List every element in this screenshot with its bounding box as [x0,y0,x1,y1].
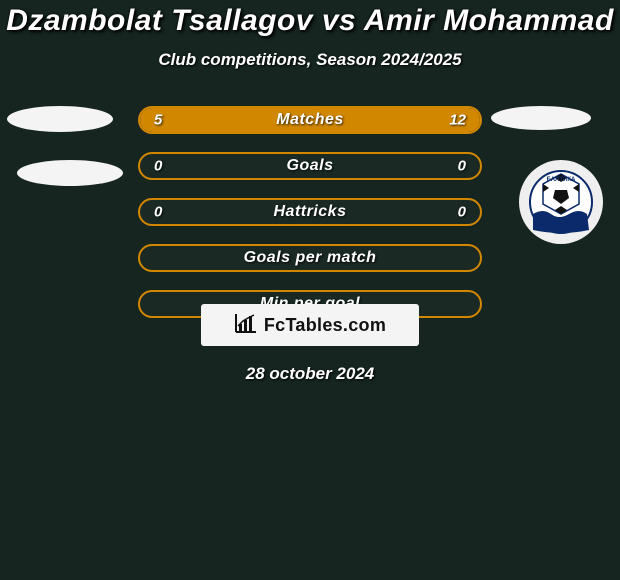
svg-text:БАЛТИКА: БАЛТИКА [547,177,576,183]
stat-bar-goals: 0 Goals 0 [138,152,482,180]
stat-bar-matches: 5 Matches 12 [138,106,482,134]
bar-label: Goals per match [140,249,480,267]
club-crest-icon: БАЛТИКА [529,170,593,234]
chart-icon [234,312,258,339]
subtitle: Club competitions, Season 2024/2025 [0,50,620,70]
source-logo: FcTables.com [201,304,419,346]
player-avatar-placeholder-left-1 [7,106,113,132]
bar-label: Matches [140,111,480,129]
bar-value-right: 0 [458,158,466,175]
stat-bars: 5 Matches 12 0 Goals 0 0 Hattricks 0 [138,106,482,336]
bar-value-right: 12 [449,112,466,129]
player-avatar-placeholder-right-1 [491,106,591,130]
page-title: Dzambolat Tsallagov vs Amir Mohammad [0,4,620,38]
bar-label: Hattricks [140,203,480,221]
stats-comparison-card: Dzambolat Tsallagov vs Amir Mohammad Clu… [0,0,620,580]
player-avatar-placeholder-left-2 [17,160,123,186]
stat-bar-goals-per-match: Goals per match [138,244,482,272]
bar-value-right: 0 [458,204,466,221]
stat-bar-hattricks: 0 Hattricks 0 [138,198,482,226]
source-logo-text: FcTables.com [264,315,386,336]
bar-label: Goals [140,157,480,175]
club-crest: БАЛТИКА [519,160,603,244]
date-label: 28 october 2024 [0,364,620,384]
